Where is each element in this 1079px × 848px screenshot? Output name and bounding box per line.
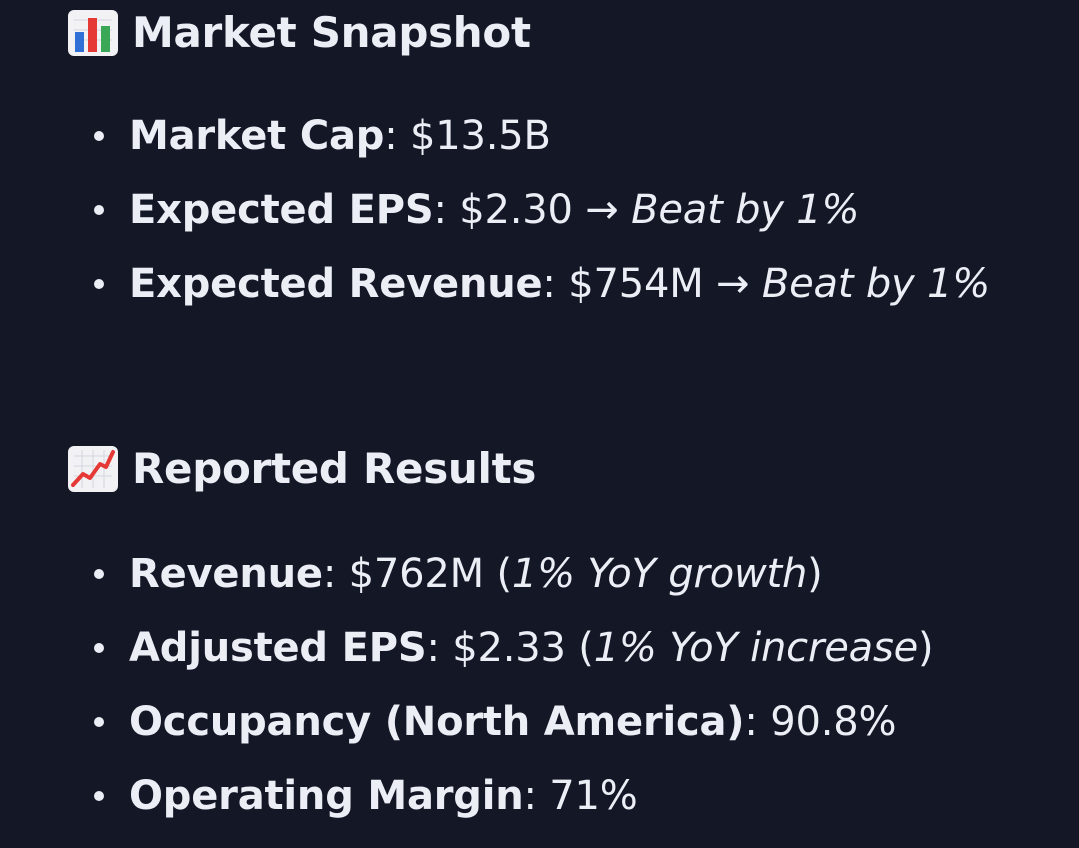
list-item-expected-eps: Expected EPS: $2.30 → Beat by 1% — [66, 173, 1066, 247]
list-item-operating-margin: Operating Margin: 71% — [66, 759, 1066, 833]
market-snapshot-list: Market Cap: $13.5B Expected EPS: $2.30 →… — [66, 99, 1066, 321]
item-note: Beat by 1% — [761, 261, 991, 307]
bullet-icon — [94, 717, 104, 727]
item-separator: : — [384, 113, 411, 159]
item-value: $754M — [568, 261, 704, 307]
bullet-icon — [94, 569, 104, 579]
bullet-icon — [94, 279, 104, 289]
item-label: Market Cap — [129, 113, 385, 159]
list-item-adjusted-eps: Adjusted EPS: $2.33 (1% YoY increase) — [66, 611, 1066, 685]
item-value: $2.30 — [459, 187, 573, 233]
list-item-occupancy: Occupancy (North America): 90.8% — [66, 685, 1066, 759]
bullet-icon — [94, 131, 104, 141]
section-title: Reported Results — [132, 444, 537, 493]
item-separator: : — [322, 551, 349, 597]
item-value: 90.8% — [770, 699, 897, 745]
bar-chart-icon — [66, 6, 120, 60]
reported-results-list: Revenue: $762M (1% YoY growth) Adjusted … — [66, 537, 1066, 833]
list-item-revenue: Revenue: $762M (1% YoY growth) — [66, 537, 1066, 611]
item-separator: : — [433, 187, 460, 233]
item-separator: : — [542, 261, 569, 307]
arrow-icon: → — [572, 187, 632, 233]
bullet-icon — [94, 205, 104, 215]
bullet-icon — [94, 791, 104, 801]
item-label: Adjusted EPS — [129, 625, 427, 671]
list-item-market-cap: Market Cap: $13.5B — [66, 99, 1066, 173]
item-value: $2.33 ( — [452, 625, 594, 671]
item-value: 71% — [549, 773, 638, 819]
item-value: $762M ( — [348, 551, 512, 597]
chart-increasing-icon — [66, 442, 120, 496]
arrow-icon: → — [703, 261, 762, 307]
bullet-icon — [94, 643, 104, 653]
item-label: Operating Margin — [129, 773, 524, 819]
section-heading-reported-results: Reported Results — [66, 438, 536, 500]
item-note: Beat by 1% — [631, 187, 860, 233]
item-label: Occupancy (North America) — [129, 699, 745, 745]
item-note: 1% YoY increase — [593, 625, 919, 671]
item-separator: : — [523, 773, 550, 819]
section-title: Market Snapshot — [132, 8, 531, 57]
item-label: Revenue — [129, 551, 323, 597]
section-heading-market-snapshot: Market Snapshot — [66, 2, 531, 64]
item-close: ) — [807, 551, 823, 597]
item-value: $13.5B — [410, 113, 551, 159]
item-label: Expected EPS — [129, 187, 434, 233]
item-close: ) — [918, 625, 934, 671]
item-note: 1% YoY growth — [511, 551, 808, 597]
item-separator: : — [426, 625, 453, 671]
item-separator: : — [744, 699, 771, 745]
list-item-expected-revenue: Expected Revenue: $754M → Beat by 1% — [66, 247, 1029, 321]
item-label: Expected Revenue — [129, 261, 543, 307]
